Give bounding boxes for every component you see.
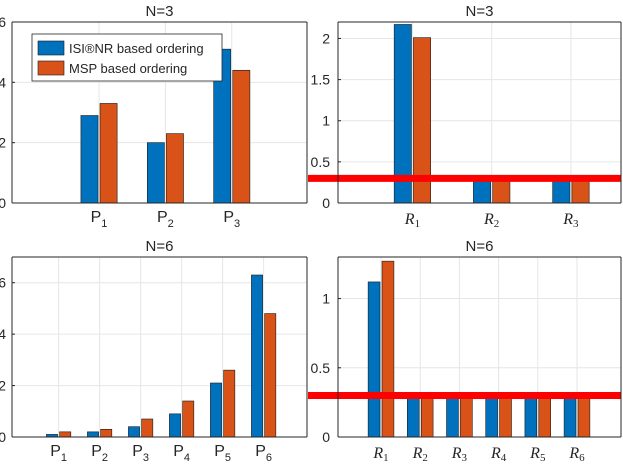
bar-series-1-cat-2 bbox=[407, 395, 420, 438]
bar-series-2-cat-4 bbox=[499, 395, 512, 438]
x-tick-label: R2 bbox=[483, 211, 499, 230]
y-tick-label: 0.6 bbox=[0, 275, 6, 291]
y-tick-label: 0.5 bbox=[311, 360, 331, 376]
y-tick-label: 0.6 bbox=[0, 14, 6, 30]
chart-panel-3: 0 0.2 0.4 0.6 P1 P2 P3 P4 P5 P6 N=6 bbox=[0, 238, 308, 464]
bar-series-1-cat-1 bbox=[80, 115, 99, 204]
y-tick-label: 0.2 bbox=[0, 135, 6, 151]
x-tick-label: R5 bbox=[529, 445, 546, 464]
bar-series-1-cat-5 bbox=[210, 382, 222, 438]
bar-series-2-cat-2 bbox=[420, 395, 434, 438]
y-tick-label: 0.4 bbox=[0, 74, 6, 90]
bar-series-2-cat-3 bbox=[460, 395, 473, 438]
chart-panel-4: 0 0.5 1 R1 R2 R3 R4 R5 R6 N=6 bbox=[308, 238, 622, 464]
y-tick-label: 0.4 bbox=[0, 326, 6, 342]
x-tick-label: P4 bbox=[173, 443, 190, 464]
x-tick-label: P1 bbox=[50, 443, 67, 464]
y-tick-label: 1 bbox=[322, 113, 330, 129]
x-tick-label: P5 bbox=[214, 443, 231, 464]
y-tick-label: 0.5 bbox=[311, 154, 331, 170]
bar-series-2-cat-6 bbox=[577, 395, 591, 438]
y-tick-label: 2 bbox=[322, 30, 330, 46]
x-tick-label: R3 bbox=[562, 211, 579, 230]
chart-panel-1: 0 0.2 0.4 0.6 P1 P2 P3 N=3 ISI®NR based ordering… bbox=[0, 3, 308, 230]
bar-series-1-cat-3 bbox=[552, 178, 571, 204]
bar-series-2-cat-5 bbox=[223, 369, 236, 438]
x-tick-label: P2 bbox=[157, 209, 174, 230]
bar-series-1-cat-4 bbox=[169, 413, 181, 438]
bar-series-1-cat-1 bbox=[367, 281, 381, 438]
bar-series-2-cat-3 bbox=[141, 418, 154, 438]
bar-series-2-cat-2 bbox=[100, 428, 113, 438]
x-tick-label: R1 bbox=[404, 211, 420, 230]
bar-series-2-cat-3 bbox=[232, 69, 251, 204]
legend-swatch bbox=[37, 40, 65, 56]
x-tick-label: P3 bbox=[223, 209, 240, 230]
chart-panel-2: 0 0.5 1 1.5 2 R1 R2 R3 N=3 bbox=[308, 3, 622, 230]
bar-series-1-cat-5 bbox=[524, 395, 538, 438]
chart-title: N=6 bbox=[146, 238, 174, 255]
bar-series-2-cat-1 bbox=[99, 103, 118, 204]
bar-series-2-cat-6 bbox=[264, 313, 277, 438]
bar-series-2-cat-4 bbox=[182, 400, 195, 438]
bar-series-2-cat-1 bbox=[381, 260, 395, 438]
legend: ISI®NR based ordering MSP based ordering bbox=[31, 33, 223, 82]
bar-series-1-cat-4 bbox=[485, 395, 498, 438]
x-tick-label: R6 bbox=[568, 445, 585, 464]
x-tick-label: P2 bbox=[91, 443, 108, 464]
bar-series-1-cat-6 bbox=[251, 274, 263, 438]
legend-label: MSP based ordering bbox=[69, 61, 187, 76]
bar-series-2-cat-1 bbox=[59, 431, 72, 438]
x-tick-label: R4 bbox=[490, 445, 507, 464]
bar-series-2-cat-2 bbox=[166, 133, 184, 204]
legend-label: ISI®NR based ordering bbox=[69, 41, 204, 56]
y-tick-label: 1 bbox=[322, 291, 330, 307]
bar-series-1-cat-2 bbox=[87, 431, 99, 438]
bar-series-1-cat-3 bbox=[128, 426, 140, 438]
y-tick-label: 0 bbox=[0, 429, 6, 445]
legend-swatch bbox=[37, 60, 65, 76]
x-tick-label: R2 bbox=[412, 445, 428, 464]
x-tick-label: P6 bbox=[255, 443, 272, 464]
bar-series-1-cat-3 bbox=[446, 395, 459, 438]
bar-series-1-cat-2 bbox=[146, 142, 165, 204]
y-tick-label: 0 bbox=[0, 195, 6, 211]
y-tick-label: 0 bbox=[322, 195, 330, 211]
x-tick-label: P3 bbox=[132, 443, 149, 464]
y-tick-label: 0.2 bbox=[0, 378, 6, 394]
chart-title: N=6 bbox=[466, 238, 494, 255]
x-tick-label: P1 bbox=[91, 209, 108, 230]
bar-series-2-cat-2 bbox=[492, 178, 511, 204]
x-tick-label: R3 bbox=[451, 445, 468, 464]
chart-title: N=3 bbox=[466, 3, 494, 20]
bar-series-1-cat-6 bbox=[563, 395, 577, 438]
y-tick-label: 0 bbox=[322, 429, 330, 445]
bar-series-1-cat-2 bbox=[473, 178, 491, 204]
bar-series-2-cat-5 bbox=[538, 395, 551, 438]
y-tick-label: 1.5 bbox=[311, 72, 331, 88]
x-tick-label: R1 bbox=[372, 445, 388, 464]
chart-title: N=3 bbox=[146, 3, 174, 20]
bar-series-2-cat-3 bbox=[571, 178, 590, 204]
